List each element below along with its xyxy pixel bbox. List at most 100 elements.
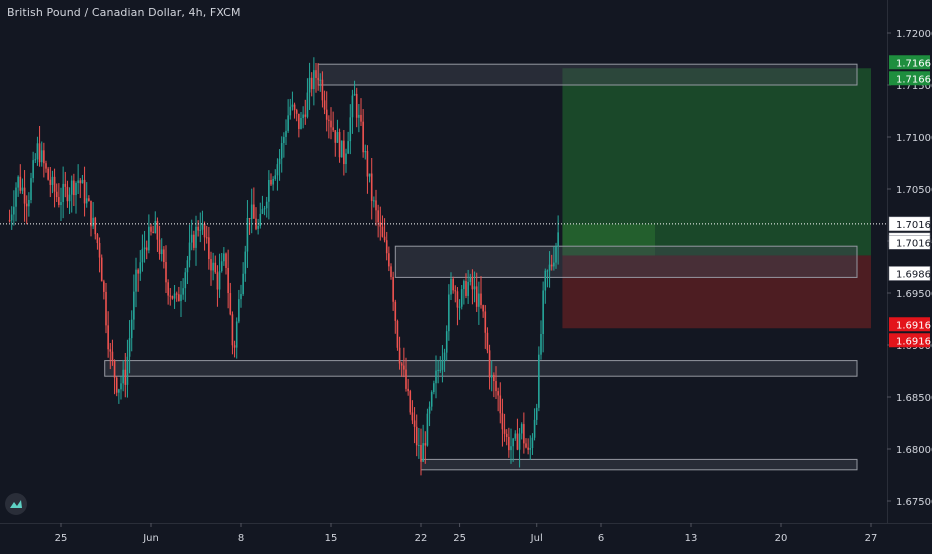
candle: [21, 178, 24, 195]
candle: [501, 398, 504, 447]
candle-body: [118, 389, 120, 393]
candle: [488, 344, 491, 390]
candle-body: [246, 218, 249, 252]
candle-body: [555, 246, 557, 263]
candle-body: [533, 419, 536, 438]
candle-body: [156, 220, 159, 240]
candle-body: [160, 249, 163, 255]
zone-1[interactable]: [317, 63, 858, 86]
candle-body: [77, 180, 79, 183]
candle-body: [139, 262, 142, 274]
candle: [156, 217, 159, 252]
candle: [422, 424, 424, 462]
candle-body: [364, 151, 367, 153]
candle: [478, 281, 480, 325]
candle: [495, 366, 497, 399]
candle-body: [94, 217, 97, 235]
candle: [120, 376, 122, 400]
candle-body: [133, 291, 135, 320]
candle-body: [392, 276, 394, 302]
candle: [274, 169, 277, 181]
candle: [34, 153, 37, 163]
chart-title: British Pound / Canadian Dollar, 4h, FXC…: [7, 6, 241, 19]
candle-body: [529, 448, 532, 450]
candle: [214, 255, 217, 274]
candle-body: [43, 150, 45, 164]
candle-body: [190, 234, 193, 243]
candle-body: [30, 178, 32, 201]
candle: [315, 62, 317, 93]
candle: [248, 217, 251, 235]
candle: [338, 128, 341, 163]
candle: [259, 202, 262, 229]
candle-body: [25, 203, 28, 207]
candle-body: [317, 77, 319, 81]
price-axis[interactable]: [888, 0, 932, 523]
candle-body: [390, 266, 392, 277]
candle-body: [508, 436, 510, 451]
candle-body: [126, 356, 129, 385]
candle-body: [240, 294, 242, 300]
candle: [428, 401, 431, 427]
candle: [64, 171, 67, 198]
candle: [512, 437, 514, 462]
candle-body: [53, 176, 56, 192]
candle: [216, 265, 219, 307]
candle: [396, 319, 399, 351]
candle: [49, 166, 52, 198]
candle-body: [426, 413, 429, 446]
candle: [30, 172, 32, 204]
candle: [450, 272, 452, 300]
candle: [467, 269, 469, 304]
candle: [261, 195, 264, 215]
candle-body: [113, 360, 116, 378]
stop-zone[interactable]: [562, 255, 871, 329]
candle: [334, 130, 337, 157]
candle: [409, 389, 412, 415]
candle-body: [34, 159, 37, 161]
candle-body: [557, 232, 559, 247]
candle-body: [475, 286, 478, 307]
tradingview-logo-icon[interactable]: [5, 493, 27, 515]
candle: [255, 207, 257, 231]
candle-body: [141, 249, 144, 263]
zone-2[interactable]: [394, 245, 858, 278]
candle-body: [175, 293, 178, 295]
candle-body: [220, 261, 223, 272]
candle-body: [478, 293, 480, 307]
candle: [437, 359, 439, 384]
candle-body: [330, 120, 332, 128]
candle-body: [407, 388, 409, 392]
candle: [178, 286, 180, 302]
candle: [411, 400, 414, 425]
candle: [525, 438, 527, 449]
candle-body: [512, 438, 514, 447]
candle: [527, 438, 529, 455]
zone-3[interactable]: [104, 360, 858, 377]
candle-body: [353, 93, 356, 96]
candle: [317, 63, 319, 91]
candle-body: [135, 269, 137, 292]
candle: [302, 106, 304, 129]
candle: [100, 254, 103, 282]
candle: [538, 346, 540, 412]
zone-4[interactable]: [420, 458, 858, 471]
candle-body: [422, 443, 424, 462]
candle: [531, 433, 534, 455]
candle: [180, 280, 182, 317]
price-label-bg: [889, 317, 930, 332]
candle: [253, 187, 255, 219]
candle-body: [304, 114, 307, 117]
candle: [268, 170, 270, 220]
candle-body: [96, 234, 99, 244]
candle: [388, 246, 390, 272]
candle-body: [238, 299, 240, 322]
time-axis[interactable]: [0, 524, 932, 550]
candle-body: [323, 100, 326, 110]
price-label-bg: [888, 235, 931, 250]
candle-body: [293, 104, 296, 111]
